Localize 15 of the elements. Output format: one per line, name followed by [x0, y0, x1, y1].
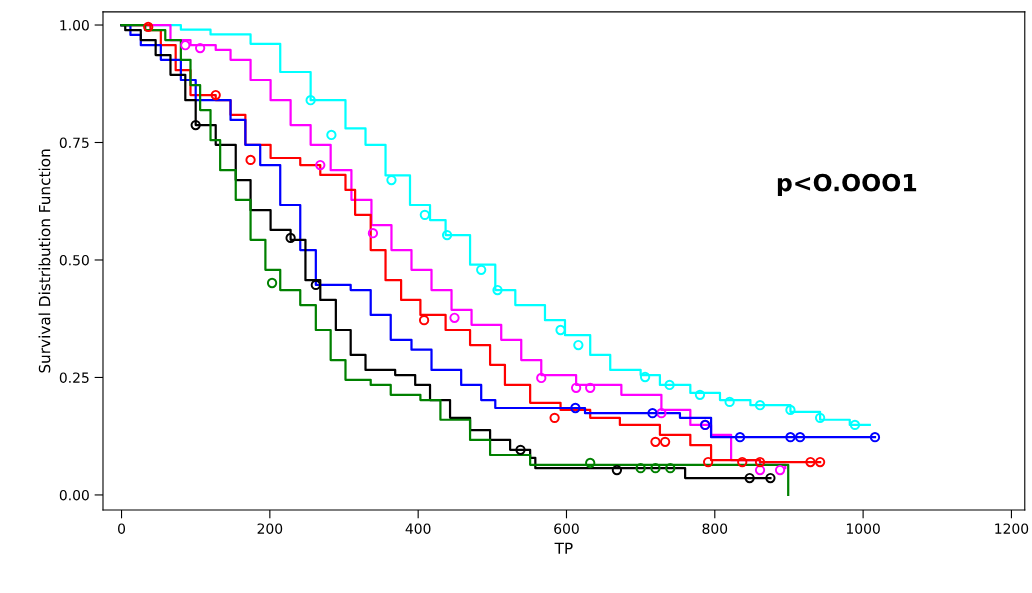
x-tick-label: 400: [405, 523, 431, 534]
x-tick-label: 0: [118, 523, 126, 534]
x-tick-label: 200: [257, 523, 283, 534]
x-tick-label: 800: [702, 523, 728, 534]
y-tick-label: 0.50: [59, 254, 89, 266]
annotation: p<O.OOO1: [777, 173, 917, 197]
x-tick-label: 1000: [846, 523, 880, 534]
x-tick-label: 600: [554, 523, 579, 534]
y-tick-label: 0.75: [59, 137, 89, 148]
x-axis-title: TP: [554, 542, 573, 554]
y-tick-label: 0.00: [59, 489, 89, 501]
x-tick-label: 1200: [995, 523, 1029, 534]
y-tick-label: 0.25: [59, 372, 89, 383]
y-axis-title: Survival Distribution Function: [38, 149, 51, 373]
y-tick-label: 1.00: [60, 19, 89, 31]
